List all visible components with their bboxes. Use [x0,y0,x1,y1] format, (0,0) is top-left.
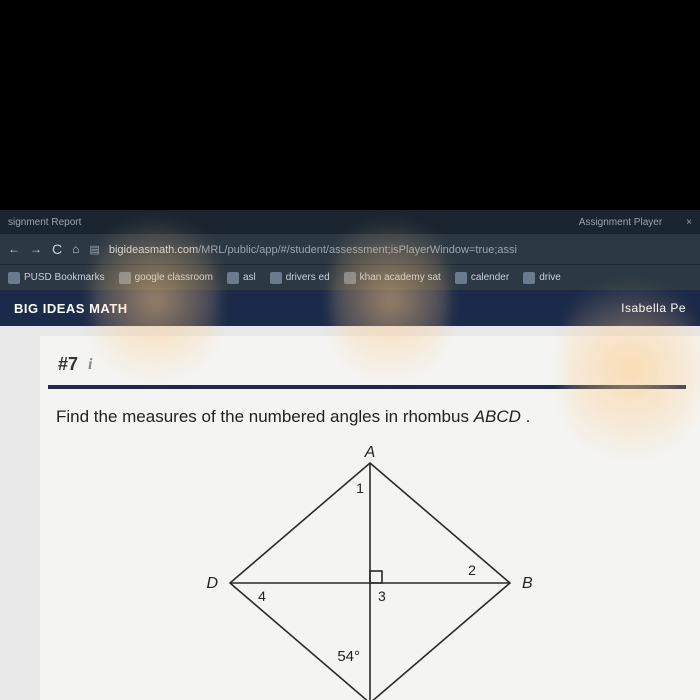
bookmark-label: drivers ed [286,272,330,283]
question-number: #7 [58,354,78,375]
bookmark-label: PUSD Bookmarks [24,272,105,283]
site-icon: ▤ [89,244,99,256]
bookmark-label: calender [471,272,509,283]
bookmark-label: google classroom [135,272,213,283]
question-card: #7 i Find the measures of the numbered a… [40,336,700,700]
bookmark-khan[interactable]: khan academy sat [344,272,441,284]
vertex-d: D [206,575,218,592]
question-header: #7 i [40,348,700,385]
forward-icon[interactable]: → [30,242,42,256]
site-icon [270,272,282,284]
folder-icon [8,272,20,284]
url-path: /MRL/public/app/#/student/assessment;isP… [198,244,517,256]
prompt-suffix: . [521,407,530,426]
back-icon[interactable]: ← [8,242,20,256]
bookmark-asl[interactable]: asl [227,272,256,284]
tab-assignment-player[interactable]: Assignment Player [579,217,662,228]
site-icon [455,272,467,284]
reload-icon[interactable]: C [52,241,62,257]
site-icon [119,272,131,284]
rhombus-svg: A B C D 1 2 3 4 54° [200,443,540,700]
prompt-text: Find the measures of the numbered angles… [56,407,474,426]
home-icon[interactable]: ⌂ [72,242,79,256]
vertex-a: A [364,444,376,461]
angle-1: 1 [356,480,364,496]
tab-label: signment Report [8,217,81,228]
angle-2: 2 [468,562,476,578]
rhombus-figure: A B C D 1 2 3 4 54° [200,443,540,700]
content-area: #7 i Find the measures of the numbered a… [0,326,700,700]
bookmark-label: khan academy sat [360,272,441,283]
question-prompt: Find the measures of the numbered angles… [40,389,700,435]
tab-strip: signment Report Assignment Player × [0,210,700,234]
nav-toolbar: ← → C ⌂ ▤ bigideasmath.com/MRL/public/ap… [0,234,700,264]
site-icon [227,272,239,284]
close-icon[interactable]: × [686,217,692,228]
angle-4: 4 [258,588,266,604]
tab-label: Assignment Player [579,217,662,228]
vertex-b: B [522,575,533,592]
bookmark-drive[interactable]: drive [523,272,561,284]
site-icon [344,272,356,284]
bookmark-label: drive [539,272,561,283]
bookmark-driversed[interactable]: drivers ed [270,272,330,284]
tab-assignment-report[interactable]: signment Report [8,217,81,228]
angle-3: 3 [378,588,386,604]
url-domain: bigideasmath.com [109,244,198,256]
address-bar[interactable]: ▤ bigideasmath.com/MRL/public/app/#/stud… [89,243,692,256]
bookmarks-bar: PUSD Bookmarks google classroom asl driv… [0,264,700,290]
bookmark-pusd[interactable]: PUSD Bookmarks [8,272,105,284]
browser-window: signment Report Assignment Player × ← → … [0,210,700,700]
site-icon [523,272,535,284]
app-header: BIG IDEAS MATH Isabella Pe [0,290,700,326]
user-name: Isabella Pe [621,301,686,315]
info-icon[interactable]: i [88,356,92,374]
angle-given: 54° [337,648,360,665]
right-angle-marker [370,571,382,583]
bookmark-calender[interactable]: calender [455,272,509,284]
prompt-shape-name: ABCD [474,407,521,426]
bookmark-label: asl [243,272,256,283]
bookmark-classroom[interactable]: google classroom [119,272,213,284]
app-title: BIG IDEAS MATH [14,301,128,316]
